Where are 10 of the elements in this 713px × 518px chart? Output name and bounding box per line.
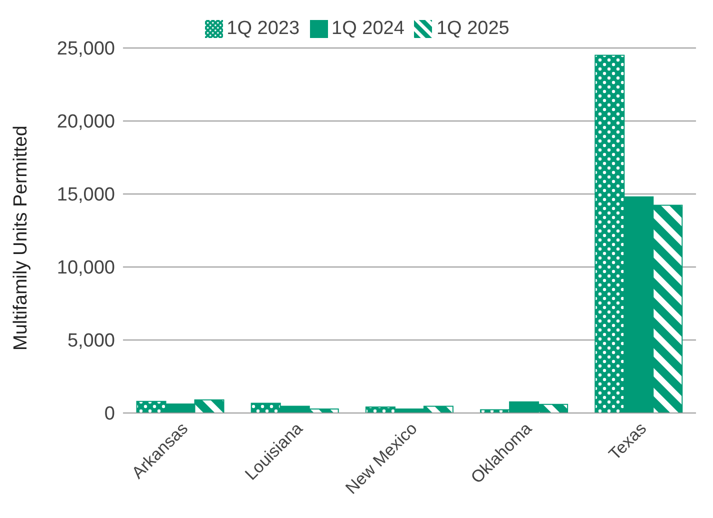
legend-label: 1Q 2023 bbox=[226, 18, 300, 39]
y-tick-label: 10,000 bbox=[56, 258, 115, 279]
y-tick-label: 20,000 bbox=[56, 112, 115, 133]
y-axis-title: Multifamily Units Permitted bbox=[10, 126, 32, 350]
y-tick-label: 25,000 bbox=[56, 38, 115, 60]
legend-label: 1Q 2025 bbox=[436, 18, 510, 39]
y-tick-label: 15,000 bbox=[56, 184, 115, 206]
y-tick-label: 0 bbox=[104, 404, 115, 425]
legend-label: 1Q 2024 bbox=[332, 18, 404, 39]
y-tick-label: 5,000 bbox=[67, 330, 115, 352]
